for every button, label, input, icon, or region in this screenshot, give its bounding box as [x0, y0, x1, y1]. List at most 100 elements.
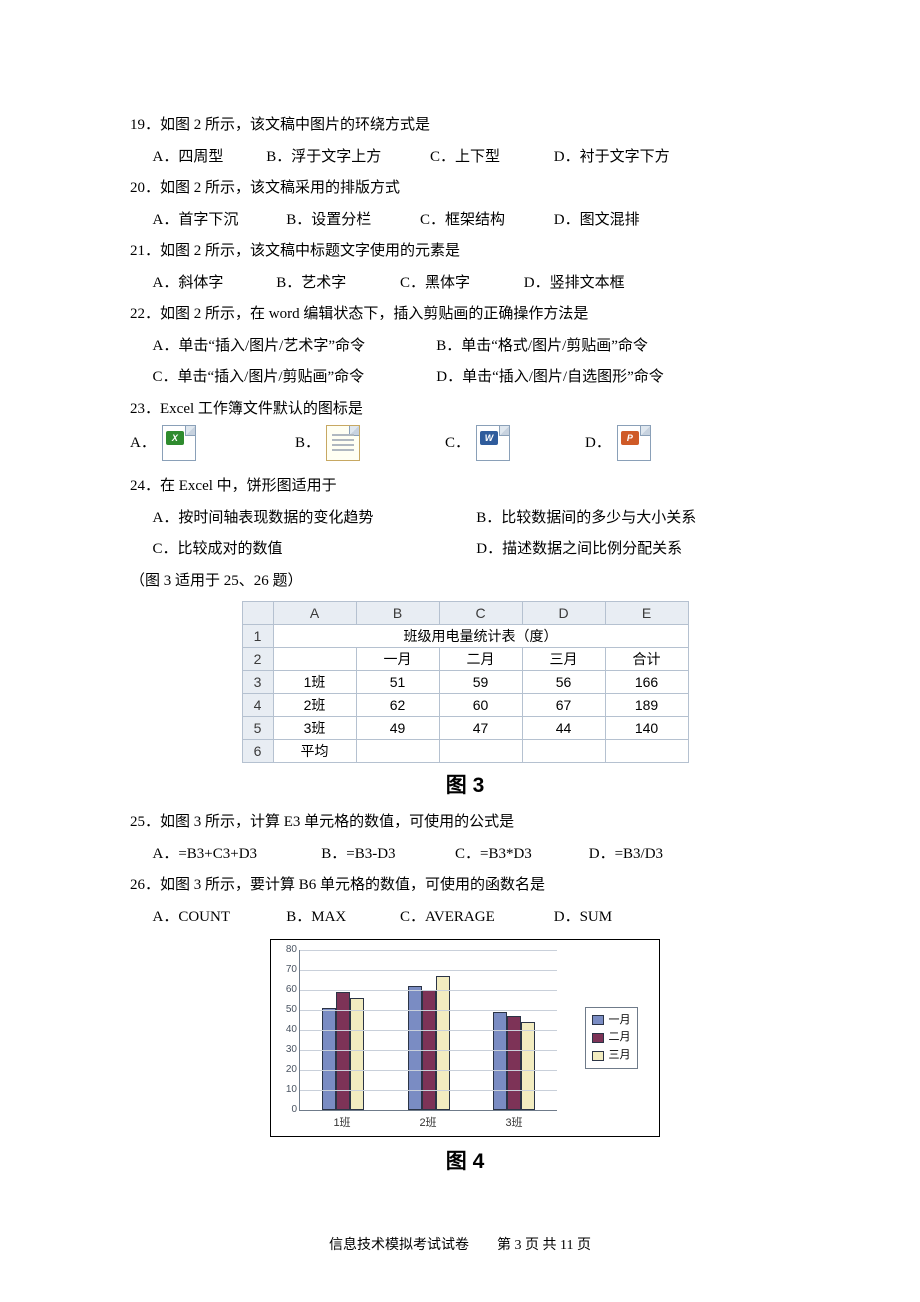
xtick-label: 3班: [471, 1111, 557, 1130]
col-E: E: [605, 602, 688, 625]
xtick-label: 2班: [385, 1111, 471, 1130]
cell-D5: 44: [522, 717, 605, 740]
legend-label: 一月: [609, 1012, 631, 1030]
gridline: [300, 1090, 557, 1091]
q24-options-row1: A．按时间轴表现数据的变化趋势 B．比较数据间的多少与大小关系: [130, 503, 800, 535]
q24-stem: 24．在 Excel 中，饼形图适用于: [130, 471, 800, 503]
cell-B3: 51: [356, 671, 439, 694]
gridline: [300, 970, 557, 971]
cell-A3: 1班: [273, 671, 356, 694]
footer-page-total: 11: [560, 1238, 573, 1253]
figure-4-caption: 图 4: [130, 1141, 800, 1183]
q26-options: A．COUNT B．MAX C．AVERAGE D．SUM: [130, 902, 800, 934]
ytick-label: 50: [277, 1004, 297, 1015]
col-C: C: [439, 602, 522, 625]
q20-stem: 20．如图 2 所示，该文稿采用的排版方式: [130, 173, 800, 205]
bar: [322, 1008, 336, 1110]
q20-opt-d: D．图文混排: [554, 205, 640, 237]
notepad-file-icon: [326, 425, 360, 461]
ytick-label: 20: [277, 1064, 297, 1075]
y-axis: 01020304050607080: [277, 950, 299, 1110]
q23-opt-b-label: B．: [295, 425, 324, 461]
plot: [299, 950, 557, 1111]
q22-options-row2: C．单击“插入/图片/剪贴画”命令 D．单击“插入/图片/自选图形”命令: [130, 362, 800, 394]
q25-options: A．=B3+C3+D3 B．=B3-D3 C．=B3*D3 D．=B3/D3: [130, 839, 800, 871]
cell-C6: [439, 740, 522, 763]
q23-stem: 23．Excel 工作簿文件默认的图标是: [130, 394, 800, 426]
row-5: 5: [242, 717, 273, 740]
note-25-26: （图 3 适用于 25、26 题）: [130, 566, 800, 598]
ytick-label: 70: [277, 964, 297, 975]
q24-opt-d: D．描述数据之间比例分配关系: [476, 534, 682, 566]
q21-options: A．斜体字 B．艺术字 C．黑体字 D．竖排文本框: [130, 268, 800, 300]
powerpoint-file-icon: P: [617, 425, 651, 461]
gridline: [300, 1050, 557, 1051]
q22-stem: 22．如图 2 所示，在 word 编辑状态下，插入剪贴画的正确操作方法是: [130, 299, 800, 331]
gridline: [300, 1010, 557, 1011]
figure-3-caption: 图 3: [130, 765, 800, 807]
cell-D6: [522, 740, 605, 763]
table-title: 班级用电量统计表（度）: [273, 625, 688, 648]
q25-opt-d: D．=B3/D3: [589, 839, 663, 871]
q26-opt-a: A．COUNT: [153, 902, 283, 934]
legend-swatch: [592, 1051, 604, 1061]
ytick-label: 10: [277, 1084, 297, 1095]
q20-opt-c: C．框架结构: [420, 205, 550, 237]
word-badge: W: [480, 431, 498, 445]
q19-opt-d: D．衬于文字下方: [554, 142, 670, 174]
q25-opt-a: A．=B3+C3+D3: [153, 839, 318, 871]
cell-B5: 49: [356, 717, 439, 740]
ytick-label: 30: [277, 1044, 297, 1055]
cell-B2: 一月: [356, 648, 439, 671]
cell-A6: 平均: [273, 740, 356, 763]
cell-D4: 67: [522, 694, 605, 717]
q24-opt-c: C．比较成对的数值: [153, 534, 473, 566]
row-2: 2: [242, 648, 273, 671]
exam-page: 19．如图 2 所示，该文稿中图片的环绕方式是 A．四周型 B．浮于文字上方 C…: [0, 0, 920, 1302]
footer-prefix: 信息技术模拟考试试卷 第: [329, 1238, 515, 1253]
q20-options: A．首字下沉 B．设置分栏 C．框架结构 D．图文混排: [130, 205, 800, 237]
q25-opt-b: B．=B3-D3: [321, 839, 451, 871]
q19-options: A．四周型 B．浮于文字上方 C．上下型 D．衬于文字下方: [130, 142, 800, 174]
q22-opt-b: B．单击“格式/图片/剪贴画”命令: [436, 331, 648, 363]
bar: [350, 998, 364, 1110]
xtick-label: 1班: [299, 1111, 385, 1130]
q26-opt-c: C．AVERAGE: [400, 902, 550, 934]
corner-cell: [242, 602, 273, 625]
bar: [521, 1022, 535, 1110]
cell-E5: 140: [605, 717, 688, 740]
excel-file-icon: X: [162, 425, 196, 461]
q21-opt-c: C．黑体字: [400, 268, 520, 300]
gridline: [300, 950, 557, 951]
q20-opt-a: A．首字下沉: [153, 205, 283, 237]
bar: [408, 986, 422, 1110]
row-1: 1: [242, 625, 273, 648]
gridline: [300, 1070, 557, 1071]
bar-chart: 01020304050607080 1班2班3班 一月二月三月: [270, 939, 660, 1137]
q19-opt-b: B．浮于文字上方: [266, 142, 426, 174]
q22-opt-d: D．单击“插入/图片/自选图形”命令: [436, 362, 663, 394]
cell-E6: [605, 740, 688, 763]
cell-B4: 62: [356, 694, 439, 717]
row-4: 4: [242, 694, 273, 717]
q19-opt-c: C．上下型: [430, 142, 550, 174]
q23-opt-a-label: A．: [130, 425, 160, 461]
legend-swatch: [592, 1033, 604, 1043]
legend-item: 二月: [592, 1029, 631, 1047]
q26-opt-d: D．SUM: [554, 902, 612, 934]
q24-opt-b: B．比较数据间的多少与大小关系: [476, 503, 696, 535]
q23-opt-c-label: C．: [445, 425, 474, 461]
cell-E2: 合计: [605, 648, 688, 671]
cell-E3: 166: [605, 671, 688, 694]
cell-A4: 2班: [273, 694, 356, 717]
legend-item: 三月: [592, 1047, 631, 1065]
q19-stem: 19．如图 2 所示，该文稿中图片的环绕方式是: [130, 110, 800, 142]
legend-label: 三月: [609, 1047, 631, 1065]
notepad-lines: [332, 434, 354, 454]
legend-swatch: [592, 1015, 604, 1025]
q22-options-row1: A．单击“插入/图片/艺术字”命令 B．单击“格式/图片/剪贴画”命令: [130, 331, 800, 363]
q25-opt-c: C．=B3*D3: [455, 839, 585, 871]
footer-page-cur: 3: [515, 1238, 522, 1253]
col-B: B: [356, 602, 439, 625]
legend-label: 二月: [609, 1029, 631, 1047]
